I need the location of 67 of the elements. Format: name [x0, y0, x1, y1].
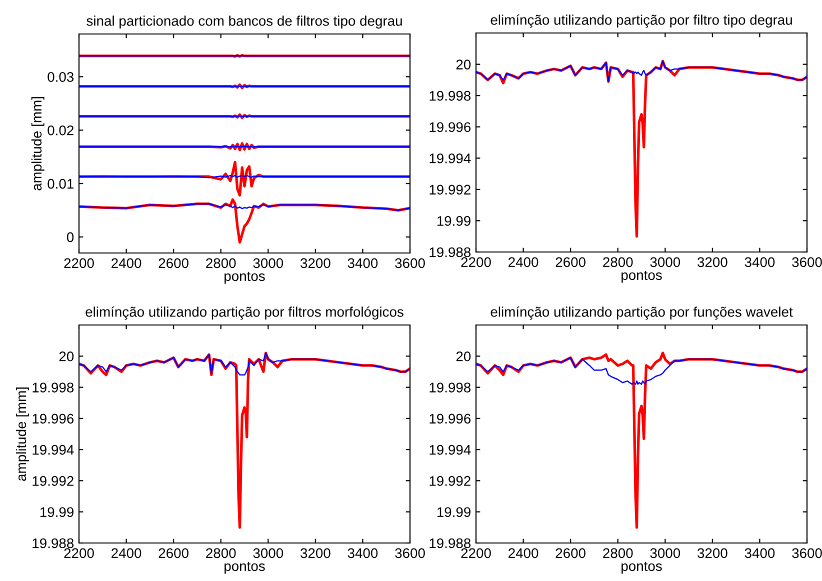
y-tick-label: 19.996 — [430, 122, 471, 132]
y-tick-label: 19.994 — [430, 444, 471, 455]
y-tick-label: 19.994 — [430, 153, 471, 164]
chart-title: sinal particionado com bancos de filtros tipo degrau — [86, 16, 402, 29]
x-axis-title: pontos — [622, 562, 662, 574]
x-tick-label: 2200 — [64, 258, 94, 268]
y-tick-label: 19.998 — [430, 90, 471, 101]
x-tick-label: 3600 — [792, 548, 822, 558]
x-tick-label: 2600 — [158, 548, 188, 558]
y-axis-title: amplitude [mm] — [16, 388, 29, 481]
y-tick-label: 19.992 — [430, 476, 470, 486]
x-tick-label: 2800 — [603, 548, 633, 558]
x-tick-label: 3000 — [253, 258, 284, 268]
y-tick-label: 0.01 — [48, 178, 74, 189]
y-axis-title: amplitude [mm] — [31, 97, 44, 190]
x-tick-label: 2600 — [556, 548, 586, 558]
x-tick-label: 3200 — [300, 548, 330, 558]
x-tick-label: 3000 — [253, 548, 284, 558]
x-tick-label: 3200 — [698, 257, 728, 268]
y-tick-label: 19.99 — [40, 507, 74, 518]
x-tick-label: 3200 — [300, 258, 330, 268]
x-tick-label: 3600 — [395, 258, 425, 268]
x-tick-label: 3200 — [698, 548, 728, 558]
x-tick-label: 2800 — [206, 548, 236, 558]
x-tick-label: 3400 — [744, 257, 775, 268]
y-tick-label: 19.996 — [32, 414, 74, 424]
x-tick-label: 2400 — [112, 258, 142, 268]
x-tick-label: 2200 — [64, 548, 94, 558]
x-tick-label: 2400 — [508, 257, 538, 268]
x-tick-label: 3400 — [348, 258, 378, 268]
x-tick-label: 2200 — [461, 548, 491, 558]
x-tick-label: 3000 — [650, 548, 680, 558]
y-tick-label: 0.02 — [48, 125, 74, 136]
x-axis-title: pontos — [224, 272, 265, 284]
x-axis-title: pontos — [622, 270, 662, 283]
y-tick-label: 0.03 — [48, 72, 74, 82]
x-tick-label: 2400 — [112, 548, 142, 558]
x-tick-label: 2600 — [556, 257, 586, 268]
x-tick-label: 2200 — [461, 257, 491, 268]
y-tick-label: 19.988 — [430, 247, 471, 258]
y-tick-label: 20 — [456, 351, 471, 362]
x-tick-label: 3000 — [650, 257, 680, 268]
y-tick-label: 0 — [66, 232, 74, 242]
x-tick-label: 2800 — [603, 257, 633, 268]
y-tick-label: 19.998 — [32, 382, 74, 392]
x-tick-label: 3400 — [348, 548, 378, 558]
y-tick-label: 20 — [456, 60, 471, 70]
chart-title: elimínção utilizando partição por filtros morfológicos — [86, 306, 404, 320]
y-tick-label: 19.99 — [437, 507, 470, 518]
y-tick-label: 19.99 — [437, 216, 470, 226]
y-tick-label: 19.994 — [32, 444, 74, 455]
chart-title: elimínção utilizando partição por funções wavelet — [490, 306, 793, 320]
y-tick-label: 19.988 — [430, 538, 471, 548]
x-tick-label: 2600 — [158, 258, 188, 268]
y-tick-label: 20 — [59, 351, 74, 362]
y-tick-label: 19.992 — [430, 184, 470, 195]
y-tick-label: 19.992 — [32, 476, 74, 486]
x-tick-label: 3600 — [792, 257, 822, 268]
x-tick-label: 2400 — [508, 548, 538, 558]
y-tick-label: 19.996 — [430, 414, 471, 424]
x-tick-label: 3600 — [395, 548, 425, 558]
y-tick-label: 19.988 — [32, 538, 74, 548]
x-axis-title: pontos — [224, 562, 265, 574]
y-tick-label: 19.998 — [430, 382, 471, 392]
chart-title: elimínção utilizando partição por filtro tipo degrau — [490, 14, 792, 28]
x-tick-label: 2800 — [206, 258, 236, 268]
x-tick-label: 3400 — [744, 548, 775, 558]
